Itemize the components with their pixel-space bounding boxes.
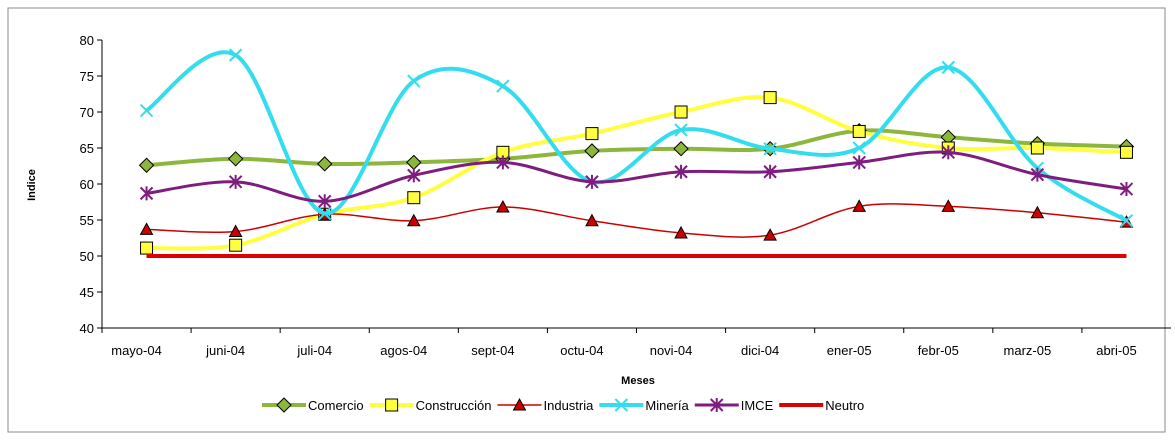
data-point — [673, 141, 689, 157]
x-tick-label: ener-05 — [827, 343, 872, 358]
data-point — [1030, 205, 1045, 219]
legend-label: Neutro — [825, 398, 864, 413]
series-line — [146, 128, 1127, 168]
data-point — [318, 206, 332, 221]
legend-label: IMCE — [741, 398, 774, 413]
data-point — [496, 79, 510, 93]
x-tick-label: dici-04 — [741, 343, 779, 358]
data-point — [1030, 167, 1045, 182]
data-point — [317, 156, 333, 172]
data-point — [763, 142, 777, 156]
legend-marker — [512, 397, 527, 411]
data-point — [407, 168, 421, 183]
data-point — [139, 186, 154, 201]
legend-marker — [385, 398, 399, 412]
data-point — [941, 60, 955, 75]
x-axis-label: Meses — [621, 375, 655, 387]
x-tick-label: juni-04 — [205, 343, 245, 358]
x-tick-label: sept-04 — [471, 343, 514, 358]
y-tick-label: 70 — [80, 105, 94, 120]
legend-marker — [614, 398, 629, 412]
x-tick-label: febr-05 — [918, 343, 959, 358]
x-tick-label: abri-05 — [1096, 343, 1136, 358]
data-point — [1030, 141, 1044, 155]
data-point — [228, 174, 243, 189]
data-point — [496, 155, 510, 170]
legend-label: Minería — [645, 398, 689, 413]
x-tick-label: marz-05 — [1004, 343, 1052, 358]
data-point — [228, 48, 243, 62]
series-line — [146, 95, 1127, 251]
data-point — [407, 74, 421, 88]
data-point — [496, 199, 510, 213]
y-tick-label: 55 — [80, 213, 94, 228]
data-point — [674, 105, 688, 119]
x-tick-label: octu-04 — [560, 343, 603, 358]
data-point — [139, 103, 154, 118]
data-point — [852, 199, 867, 212]
data-point — [585, 127, 599, 141]
data-point — [139, 222, 154, 235]
data-point — [941, 145, 955, 160]
data-point — [763, 164, 777, 179]
series-line — [146, 203, 1127, 238]
data-point — [584, 143, 600, 159]
x-tick-label: juli-04 — [296, 343, 332, 358]
data-point — [407, 191, 421, 205]
data-point — [674, 123, 688, 137]
y-axis-label: Indice — [26, 169, 38, 201]
x-tick-label: novi-04 — [650, 343, 693, 358]
legend-label: Comercio — [308, 398, 364, 413]
y-tick-label: 60 — [80, 177, 94, 192]
data-point — [1119, 182, 1134, 197]
data-point — [674, 225, 688, 239]
legend-marker — [276, 397, 292, 413]
data-point — [228, 224, 243, 238]
y-tick-label: 80 — [80, 33, 94, 48]
data-point — [852, 124, 866, 138]
data-point — [1119, 145, 1133, 159]
data-point — [852, 155, 866, 170]
y-tick-label: 65 — [80, 141, 94, 156]
y-tick-label: 40 — [80, 321, 94, 336]
data-point — [763, 228, 777, 241]
x-tick-label: mayo-04 — [111, 343, 162, 358]
data-point — [674, 164, 688, 179]
legend-label: Construcción — [416, 398, 492, 413]
data-point — [406, 213, 421, 227]
legend-marker — [710, 398, 724, 412]
y-tick-label: 45 — [80, 285, 94, 300]
data-point — [318, 194, 332, 209]
data-point — [138, 157, 155, 173]
data-point — [227, 151, 244, 167]
data-point — [763, 91, 777, 105]
x-tick-label: agos-04 — [380, 343, 427, 358]
data-point — [585, 213, 599, 227]
data-point — [941, 199, 956, 212]
data-point — [229, 238, 243, 252]
data-point — [852, 141, 866, 155]
y-tick-label: 50 — [80, 249, 94, 264]
y-tick-label: 75 — [80, 69, 94, 84]
data-point — [585, 174, 599, 189]
legend-label: Industria — [544, 398, 595, 413]
data-point — [1119, 214, 1134, 228]
series-line — [146, 150, 1127, 203]
data-point — [140, 241, 154, 255]
